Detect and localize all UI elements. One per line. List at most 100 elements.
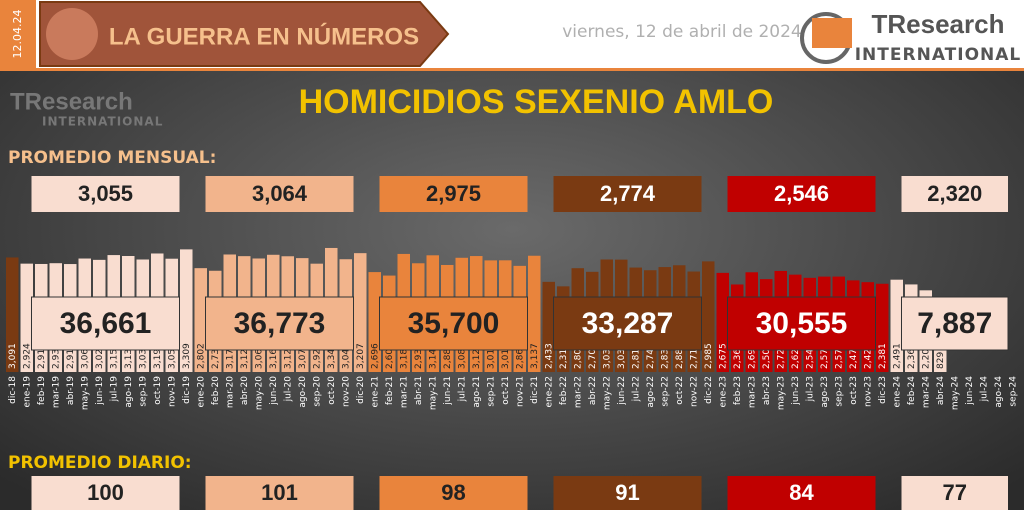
brand: TResearch xyxy=(872,9,1005,39)
daily-avg-box xyxy=(727,476,876,510)
value-label: 2,696 xyxy=(370,343,380,369)
date-tag-box xyxy=(0,0,36,68)
value-label: 2,675 xyxy=(718,343,728,369)
total-label: 36,773 xyxy=(234,307,326,340)
daily-avg-box xyxy=(31,476,180,510)
monthly-avg: 3,055 xyxy=(78,181,133,206)
value-label: 3,036 xyxy=(138,343,148,369)
value-label: 2,923 xyxy=(312,343,322,369)
value-label: 2,924 xyxy=(22,343,32,369)
monthly-avg-box xyxy=(31,176,180,212)
daily-avg-box xyxy=(379,476,528,510)
x-tick-label: dic-18 xyxy=(8,376,18,404)
x-tick-label: jul-21 xyxy=(457,376,467,402)
monthly-avg-box xyxy=(727,176,876,212)
x-tick-label: feb-23 xyxy=(733,376,743,405)
value-label: 2,575 xyxy=(834,343,844,369)
value-label: 2,888 xyxy=(443,343,453,369)
x-tick-label: may-21 xyxy=(428,376,438,410)
x-tick-label: sep-22 xyxy=(660,376,670,407)
x-tick-label: dic-19 xyxy=(182,376,192,404)
x-tick-label: dic-22 xyxy=(704,376,714,404)
monthly-avg-box xyxy=(901,176,1008,212)
value-label: 3,043 xyxy=(341,343,351,369)
value-label: 3,073 xyxy=(298,343,308,369)
daily-avg: 77 xyxy=(943,480,967,505)
value-label: 2,934 xyxy=(414,343,424,369)
value-label: 3,126 xyxy=(240,343,250,369)
bar xyxy=(702,261,715,372)
x-tick-label: dic-21 xyxy=(530,376,540,404)
total-box xyxy=(553,296,702,351)
value-label: 2,381 xyxy=(878,343,888,369)
x-tick-label: may-22 xyxy=(602,376,612,410)
logo: TResearch INTERNATIONAL xyxy=(800,9,1022,65)
x-tick-label: may-19 xyxy=(80,376,90,410)
x-tick-label: feb-20 xyxy=(211,376,221,405)
x-tick-label: mar-22 xyxy=(573,376,583,408)
value-label: 829 xyxy=(936,352,946,369)
x-tick-label: abr-21 xyxy=(414,376,424,405)
bar xyxy=(716,272,729,372)
x-tick-label: ene-20 xyxy=(196,376,206,408)
value-label: 3,171 xyxy=(225,343,235,369)
value-label: 2,703 xyxy=(588,343,598,369)
value-label: 2,711 xyxy=(689,343,699,369)
value-label: 2,985 xyxy=(704,343,714,369)
x-tick-label: jul-19 xyxy=(109,376,119,403)
bar xyxy=(368,272,381,372)
x-tick-label: nov-19 xyxy=(167,376,177,407)
x-tick-label: may-24 xyxy=(950,376,960,410)
bar xyxy=(180,249,193,372)
x-tick-label: sep-21 xyxy=(486,376,496,407)
monthly-avg-box xyxy=(379,176,528,212)
header-rule xyxy=(0,68,1024,71)
total-label: 36,661 xyxy=(60,307,152,340)
value-label: 2,363 xyxy=(907,343,917,369)
total-label: 33,287 xyxy=(582,307,674,340)
x-tick-label: sep-23 xyxy=(834,376,844,407)
bar xyxy=(354,253,367,372)
value-label: 2,915 xyxy=(37,343,47,369)
daily-label: PROMEDIO DIARIO: xyxy=(8,453,192,473)
x-tick-label: feb-21 xyxy=(385,376,395,405)
total-box xyxy=(727,296,876,351)
bar xyxy=(194,268,207,372)
x-tick-label: ene-21 xyxy=(370,376,380,407)
value-label: 2,472 xyxy=(849,343,859,369)
bar xyxy=(528,255,541,372)
monthly-avg-box xyxy=(205,176,354,212)
total-box xyxy=(205,296,354,351)
bar xyxy=(542,281,555,372)
x-tick-label: abr-24 xyxy=(936,376,946,405)
x-tick-label: jul-20 xyxy=(283,376,293,403)
brand-sub: INTERNATIONAL xyxy=(855,45,1022,65)
x-tick-label: oct-19 xyxy=(153,376,163,405)
value-label: 2,864 xyxy=(515,343,525,369)
value-label: 3,130 xyxy=(124,343,134,369)
value-label: 3,012 xyxy=(486,343,496,369)
monthly-avg: 3,064 xyxy=(252,181,308,206)
value-label: 3,149 xyxy=(428,343,438,369)
value-label: 3,063 xyxy=(254,343,264,369)
value-label: 3,129 xyxy=(472,343,482,369)
x-tick-label: abr-19 xyxy=(66,376,76,405)
value-label: 3,082 xyxy=(457,343,467,369)
value-label: 2,433 xyxy=(544,343,554,369)
x-tick-label: jun-24 xyxy=(965,376,975,406)
value-label: 3,026 xyxy=(95,343,105,369)
x-tick-label: sep-19 xyxy=(138,376,148,407)
bar xyxy=(890,279,903,372)
value-label: 2,506 xyxy=(762,343,772,369)
total-box xyxy=(31,296,180,351)
value-label: 2,627 xyxy=(791,343,801,369)
x-tick-label: jul-22 xyxy=(631,376,641,402)
x-tick-label: mar-24 xyxy=(921,376,931,408)
x-tick-label: oct-22 xyxy=(675,376,685,405)
value-label: 2,732 xyxy=(211,343,221,369)
value-label: 3,137 xyxy=(530,343,540,369)
x-tick-label: dic-20 xyxy=(356,376,366,404)
daily-avg-box xyxy=(901,476,1008,510)
bar xyxy=(876,283,889,372)
banner-title: LA GUERRA EN NÚMEROS xyxy=(109,22,419,50)
